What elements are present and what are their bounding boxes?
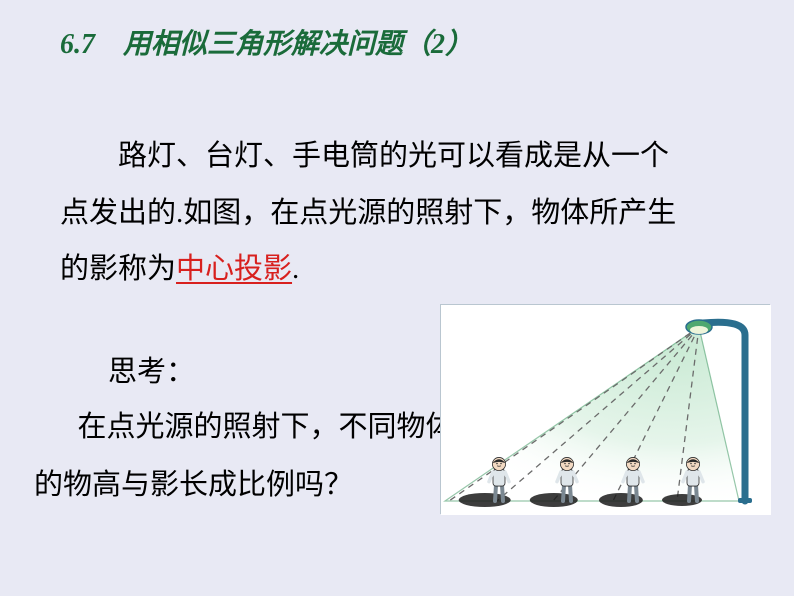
paragraph-2: 在点光源的照射下，不同物体的物高与影长成比例吗？ xyxy=(34,398,474,514)
para1-text-a: 路灯、台灯、手电筒的光可以看成是从一个点发出的.如图，在点光源的照射下，物体所产… xyxy=(60,140,676,285)
streetlight-illustration xyxy=(440,304,770,514)
illustration-svg xyxy=(441,305,771,515)
paragraph-1: 路灯、台灯、手电筒的光可以看成是从一个点发出的.如图，在点光源的照射下，物体所产… xyxy=(60,128,690,298)
think-label: 思考： xyxy=(108,348,195,390)
para1-text-b: . xyxy=(292,253,299,285)
para2-text: 在点光源的照射下，不同物体的物高与影长成比例吗？ xyxy=(34,411,455,501)
para1-highlight: 中心投影 xyxy=(176,253,292,285)
section-title: 6.7 用相似三角形解决问题（2） xyxy=(60,22,473,62)
